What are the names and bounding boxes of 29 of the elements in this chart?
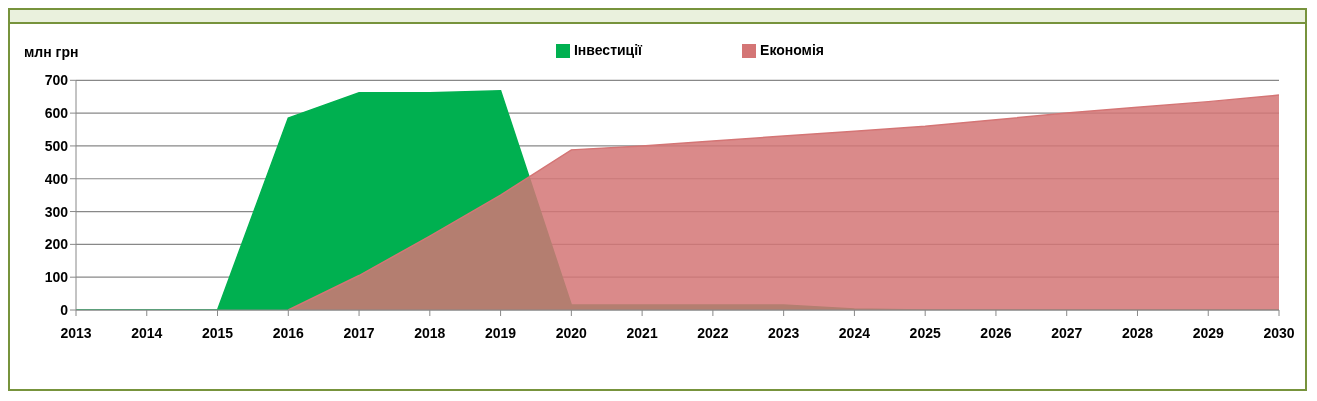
- x-tick-label: 2018: [414, 324, 446, 341]
- x-tick-label: 2017: [343, 324, 375, 341]
- x-tick-label: 2019: [485, 324, 517, 341]
- x-tick-label: 2029: [1192, 324, 1225, 341]
- legend-label: Економія: [760, 42, 824, 58]
- x-tick-label: 2016: [272, 324, 305, 341]
- y-tick-label: 300: [44, 203, 69, 220]
- y-tick-label: 600: [44, 105, 69, 122]
- y-axis-title: млн грн: [24, 44, 79, 60]
- y-tick-label: 400: [44, 170, 69, 187]
- x-tick-label: 2022: [697, 324, 729, 341]
- x-tick-label: 2013: [60, 324, 92, 341]
- y-tick-label: 0: [60, 301, 69, 318]
- x-tick-label: 2024: [838, 324, 871, 341]
- y-tick-label: 100: [44, 269, 69, 286]
- x-tick-label: 2026: [980, 324, 1012, 341]
- x-tick-label: 2023: [768, 324, 800, 341]
- x-tick-label: 2027: [1051, 324, 1083, 341]
- x-tick-label: 2025: [909, 324, 941, 341]
- legend-label: Інвестиції: [573, 42, 643, 58]
- x-tick-label: 2021: [626, 324, 658, 341]
- y-tick-label: 500: [44, 137, 69, 154]
- x-tick-label: 2014: [131, 324, 163, 341]
- x-tick-label: 2020: [555, 324, 588, 341]
- y-tick-label: 200: [44, 236, 69, 253]
- y-tick-label: 700: [44, 72, 69, 89]
- x-tick-label: 2030: [1263, 324, 1295, 341]
- x-tick-label: 2015: [201, 324, 234, 341]
- x-tick-label: 2028: [1121, 324, 1154, 341]
